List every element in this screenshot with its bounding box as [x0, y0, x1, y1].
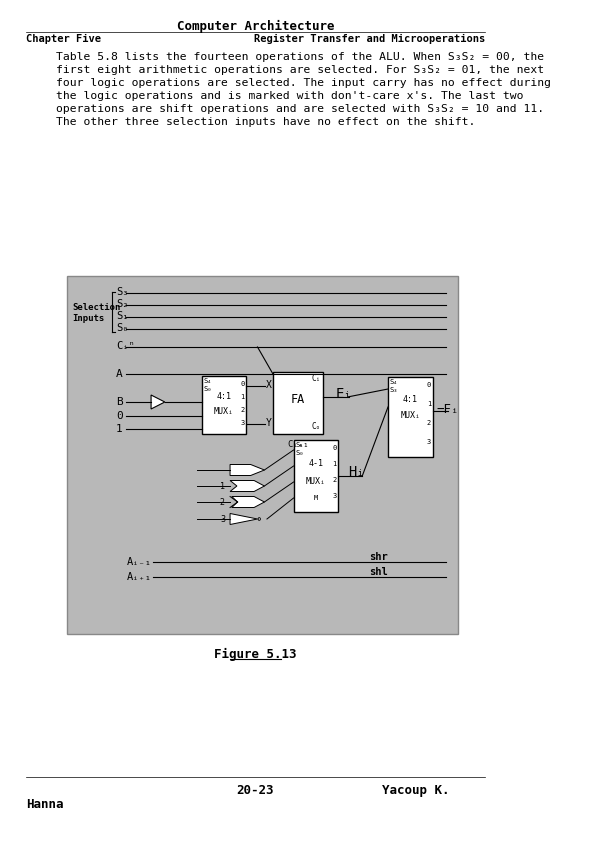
Text: shr: shr [369, 552, 388, 562]
Text: Computer Architecture: Computer Architecture [177, 20, 334, 33]
Text: S₂: S₂ [116, 299, 129, 309]
Text: operations are shift operations and are selected with S₃S₂ = 10 and 11.: operations are shift operations and are … [56, 104, 544, 114]
Text: Yacoup K.: Yacoup K. [382, 784, 449, 797]
Text: Table 5.8 lists the fourteen operations of the ALU. When S₃S₂ = 00, the: Table 5.8 lists the fourteen operations … [56, 52, 544, 62]
FancyBboxPatch shape [273, 372, 322, 434]
Text: Cᵢ: Cᵢ [312, 374, 321, 383]
Text: MUXᵢ: MUXᵢ [400, 411, 420, 420]
Text: −Fᵢ: −Fᵢ [436, 402, 459, 415]
Text: MUXᵢ: MUXᵢ [214, 408, 234, 417]
Text: 1: 1 [427, 401, 431, 407]
FancyBboxPatch shape [202, 376, 246, 434]
Text: Hanna: Hanna [26, 798, 63, 811]
Text: MUXᵢ: MUXᵢ [306, 477, 326, 487]
Text: 0: 0 [116, 411, 123, 421]
Text: four logic operations are selected. The input carry has no effect during: four logic operations are selected. The … [56, 78, 551, 88]
Polygon shape [230, 465, 264, 476]
Text: S₀: S₀ [203, 386, 212, 392]
FancyBboxPatch shape [67, 276, 458, 634]
Text: S₄: S₄ [390, 379, 398, 385]
Text: The other three selection inputs have no effect on the shift.: The other three selection inputs have no… [56, 117, 475, 127]
Text: 3: 3 [427, 439, 431, 445]
Text: X: X [266, 380, 272, 390]
Text: Cᵢⁿ: Cᵢⁿ [116, 341, 134, 351]
Text: 0: 0 [240, 381, 245, 387]
Text: 1: 1 [332, 461, 337, 467]
Text: S₃: S₃ [390, 387, 398, 393]
Text: 4:1: 4:1 [403, 395, 418, 404]
Text: Eᵢ: Eᵢ [336, 386, 352, 401]
Text: Aᵢ₊₁: Aᵢ₊₁ [127, 572, 152, 582]
Text: Cᵢ₊₁: Cᵢ₊₁ [287, 440, 309, 449]
FancyBboxPatch shape [293, 440, 338, 512]
Text: Aᵢ₋₁: Aᵢ₋₁ [127, 557, 152, 567]
Text: S₄: S₄ [203, 378, 212, 384]
Text: 4:1: 4:1 [217, 392, 231, 401]
Text: shl: shl [369, 567, 388, 577]
Text: 2: 2 [240, 407, 245, 413]
Polygon shape [232, 497, 264, 508]
Text: Y: Y [266, 418, 272, 428]
Text: Figure 5.13: Figure 5.13 [214, 648, 297, 661]
Text: Inputs: Inputs [72, 313, 104, 322]
Text: the logic operations and is marked with don't-care x's. The last two: the logic operations and is marked with … [56, 91, 523, 101]
Polygon shape [151, 395, 165, 409]
Polygon shape [230, 481, 264, 492]
Text: 3: 3 [240, 420, 245, 426]
Text: 1: 1 [240, 394, 245, 400]
Text: 1: 1 [116, 424, 123, 434]
Text: 4-1: 4-1 [308, 459, 324, 467]
FancyBboxPatch shape [388, 377, 433, 457]
Text: M: M [314, 494, 318, 501]
Circle shape [258, 518, 261, 520]
Text: 1: 1 [220, 482, 225, 491]
Text: Hᵢ: Hᵢ [349, 466, 365, 479]
Text: 2: 2 [220, 498, 225, 507]
Text: S₀: S₀ [116, 323, 129, 333]
Text: Chapter Five: Chapter Five [26, 34, 101, 44]
Text: 2: 2 [427, 420, 431, 426]
Text: 0: 0 [427, 382, 431, 388]
Text: Cₒ: Cₒ [312, 422, 321, 430]
Text: 2: 2 [332, 477, 337, 483]
Text: 0: 0 [332, 445, 337, 451]
Text: FA: FA [291, 393, 305, 407]
Text: 3: 3 [332, 493, 337, 499]
Text: S₁: S₁ [116, 311, 129, 321]
Text: S₁: S₁ [295, 442, 304, 448]
Text: S₃: S₃ [116, 287, 129, 297]
Text: Selection: Selection [72, 302, 120, 312]
Text: Register Transfer and Microoperations: Register Transfer and Microoperations [253, 34, 485, 44]
Text: A: A [116, 369, 123, 379]
Text: 3: 3 [220, 514, 225, 524]
Text: 20-23: 20-23 [237, 784, 274, 797]
Text: first eight arithmetic operations are selected. For S₃S₂ = 01, the next: first eight arithmetic operations are se… [56, 65, 544, 75]
Polygon shape [230, 514, 258, 525]
Text: B: B [116, 397, 123, 407]
Text: S₀: S₀ [295, 450, 304, 456]
